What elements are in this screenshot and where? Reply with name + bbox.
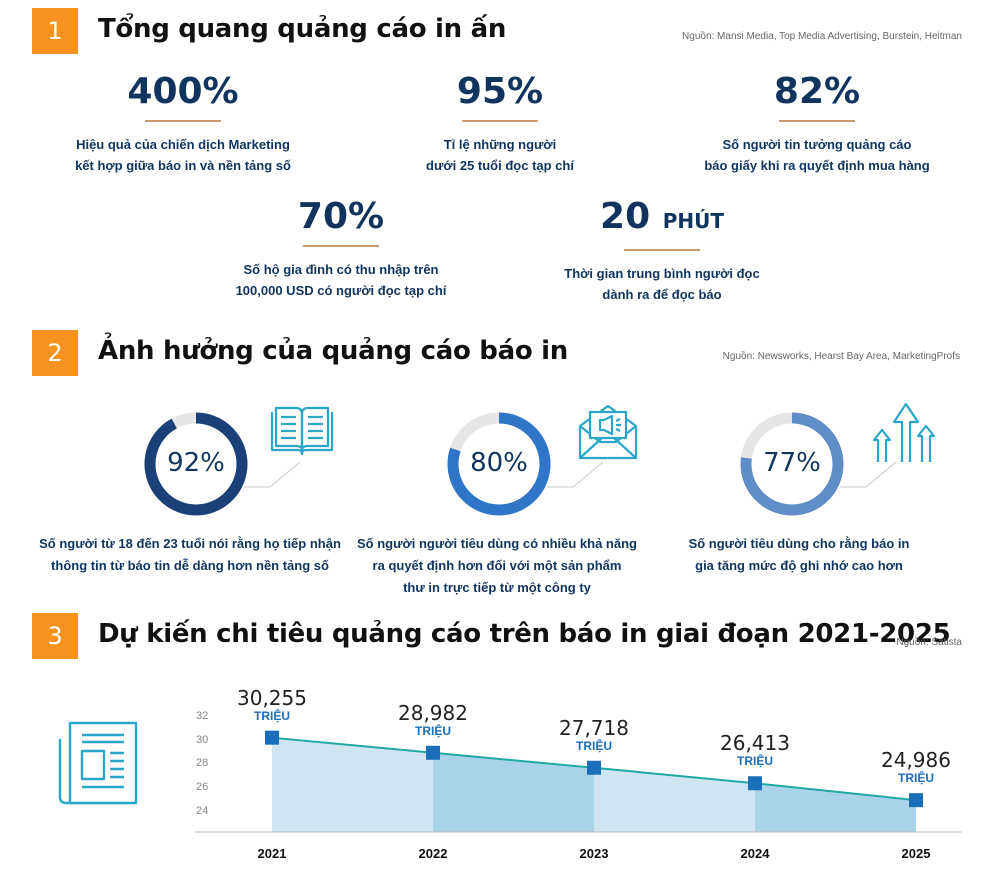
x-tick-label: 2021 xyxy=(257,846,287,861)
unit-text: TRIỆU xyxy=(254,708,290,723)
stat-description: Số hộ gia đình có thu nhập trên 100,000 … xyxy=(235,262,447,298)
ring-progress-arc xyxy=(447,412,551,516)
y-tick-label: 32 xyxy=(196,710,209,722)
ring-chart-2 xyxy=(447,412,551,516)
area-segment xyxy=(433,752,594,832)
data-value-label: 30,255 TRIỆU xyxy=(217,688,327,724)
value-text: 24,986 xyxy=(881,748,951,773)
section-source-2: Nguồn: Newsworks, Hearst Bay Area, Marke… xyxy=(722,351,960,362)
stat-divider xyxy=(145,120,221,122)
stat-unit: PHÚT xyxy=(662,209,724,233)
ring-description: Số người tiêu dùng cho rằng báo in gia t… xyxy=(688,536,910,573)
data-point xyxy=(265,730,279,745)
value-text: 28,982 xyxy=(398,700,468,725)
mail-megaphone-icon xyxy=(578,404,638,460)
stat-value: 82% xyxy=(773,71,861,112)
y-tick-label: 28 xyxy=(196,757,209,770)
value-text: 26,413 xyxy=(720,731,790,756)
ring-percent-label: 80% xyxy=(470,448,528,478)
newspaper-icon xyxy=(58,721,138,805)
section-number-3: 3 xyxy=(32,613,78,659)
x-tick-label: 2025 xyxy=(901,846,931,861)
stat-description: Thời gian trung bình người đọc dành ra đ… xyxy=(564,266,760,302)
data-point xyxy=(426,745,440,760)
ring-progress-arc xyxy=(144,412,248,516)
section-source-3: Nguồn: Satista xyxy=(896,637,962,648)
area-segment xyxy=(755,783,916,832)
x-tick-label: 2024 xyxy=(740,846,770,861)
stat-block: 20 PHÚT Thời gian trung bình người đọc d… xyxy=(512,195,812,305)
stat-block: 70% Số hộ gia đình có thu nhập trên 100,… xyxy=(191,195,491,301)
section-number-1: 1 xyxy=(32,8,78,54)
stat-value: 20 PHÚT xyxy=(600,196,724,237)
y-tick-label: 24 xyxy=(196,804,209,817)
ring-percent-label: 92% xyxy=(167,448,225,478)
ring-percent-label: 77% xyxy=(763,448,821,478)
section-title-1: Tổng quang quảng cáo in ấn xyxy=(98,14,507,44)
data-point xyxy=(748,776,762,791)
stat-divider xyxy=(779,120,855,122)
stat-description: Hiệu quả của chiến dịch Marketing kết hợ… xyxy=(75,137,291,173)
ring-chart-3 xyxy=(740,412,844,516)
data-value-label: 27,718 TRIỆU xyxy=(539,718,649,754)
stat-description: Số người tin tưởng quảng cáo báo giấy kh… xyxy=(704,137,930,173)
ring-chart-1 xyxy=(144,412,248,516)
y-tick-label: 30 xyxy=(196,733,209,746)
unit-text: TRIỆU xyxy=(737,754,773,769)
section-source-1: Nguồn: Mansi Media, Top Media Advertisin… xyxy=(682,31,962,42)
stat-value: 95% xyxy=(456,71,544,112)
unit-text: TRIỆU xyxy=(898,771,934,786)
area-segment xyxy=(272,737,433,832)
value-text: 30,255 xyxy=(237,685,307,710)
stat-block: 82% Số người tin tưởng quảng cáo báo giấ… xyxy=(667,70,967,176)
data-point xyxy=(587,760,601,775)
section-title-2: Ảnh hưởng của quảng cáo báo in xyxy=(98,336,568,366)
data-value-label: 24,986 TRIỆU xyxy=(861,750,971,786)
data-value-label: 26,413 TRIỆU xyxy=(700,733,810,769)
data-value-label: 28,982 TRIỆU xyxy=(378,703,488,739)
y-tick-label: 26 xyxy=(196,781,209,794)
value-text: 27,718 xyxy=(559,715,629,740)
section-title-3: Dự kiến chi tiêu quảng cáo trên báo in g… xyxy=(98,619,951,649)
unit-text: TRIỆU xyxy=(576,738,612,753)
stat-block: 95% Tỉ lệ những người dưới 25 tuổi đọc t… xyxy=(350,70,650,176)
unit-text: TRIỆU xyxy=(415,723,451,738)
stat-divider xyxy=(303,245,379,247)
stat-block: 400% Hiệu quả của chiến dịch Marketing k… xyxy=(33,70,333,176)
ring-description: Số người người tiêu dùng có nhiều khả nă… xyxy=(357,536,637,595)
stat-divider xyxy=(462,120,538,122)
stat-value: 70% xyxy=(297,196,385,237)
stat-value: 400% xyxy=(127,71,239,112)
x-tick-label: 2023 xyxy=(579,846,609,861)
stat-divider xyxy=(624,249,700,251)
ring-description: Số người từ 18 đến 23 tuổi nói rằng họ t… xyxy=(39,536,341,573)
x-tick-label: 2022 xyxy=(418,846,448,861)
open-book-icon xyxy=(270,406,334,456)
growth-arrows-icon xyxy=(872,402,936,462)
stat-description: Tỉ lệ những người dưới 25 tuổi đọc tạp c… xyxy=(426,137,574,173)
data-point xyxy=(909,793,923,808)
area-segment xyxy=(594,767,755,832)
section-number-2: 2 xyxy=(32,330,78,376)
ring-progress-arc xyxy=(740,412,844,516)
